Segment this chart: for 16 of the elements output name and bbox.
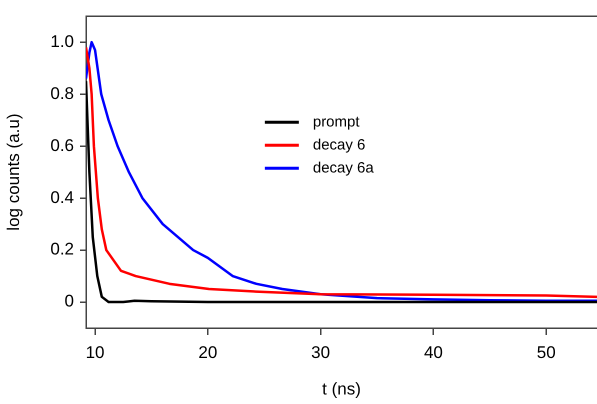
legend-label: decay 6 — [312, 136, 366, 154]
y-tick-label: 1.0 — [50, 32, 74, 51]
x-tick-label: 50 — [536, 342, 556, 362]
y-tick-label: 0.4 — [50, 188, 74, 207]
y-tick-label: 0.2 — [50, 240, 74, 259]
x-tick-label: 20 — [198, 342, 218, 362]
x-tick-label: 30 — [311, 342, 330, 362]
x-tick-label: 10 — [86, 342, 104, 362]
x-axis-title: t (ns) — [322, 379, 361, 398]
legend-label: decay 6a — [312, 159, 374, 176]
y-axis-title: log counts (a.u) — [4, 114, 23, 231]
y-tick-label: 0 — [64, 292, 74, 311]
y-tick-label: 0.6 — [50, 136, 74, 155]
legend-label: prompt — [312, 113, 360, 130]
x-tick-label: 40 — [424, 342, 443, 362]
y-tick-label: 0.8 — [50, 84, 74, 103]
